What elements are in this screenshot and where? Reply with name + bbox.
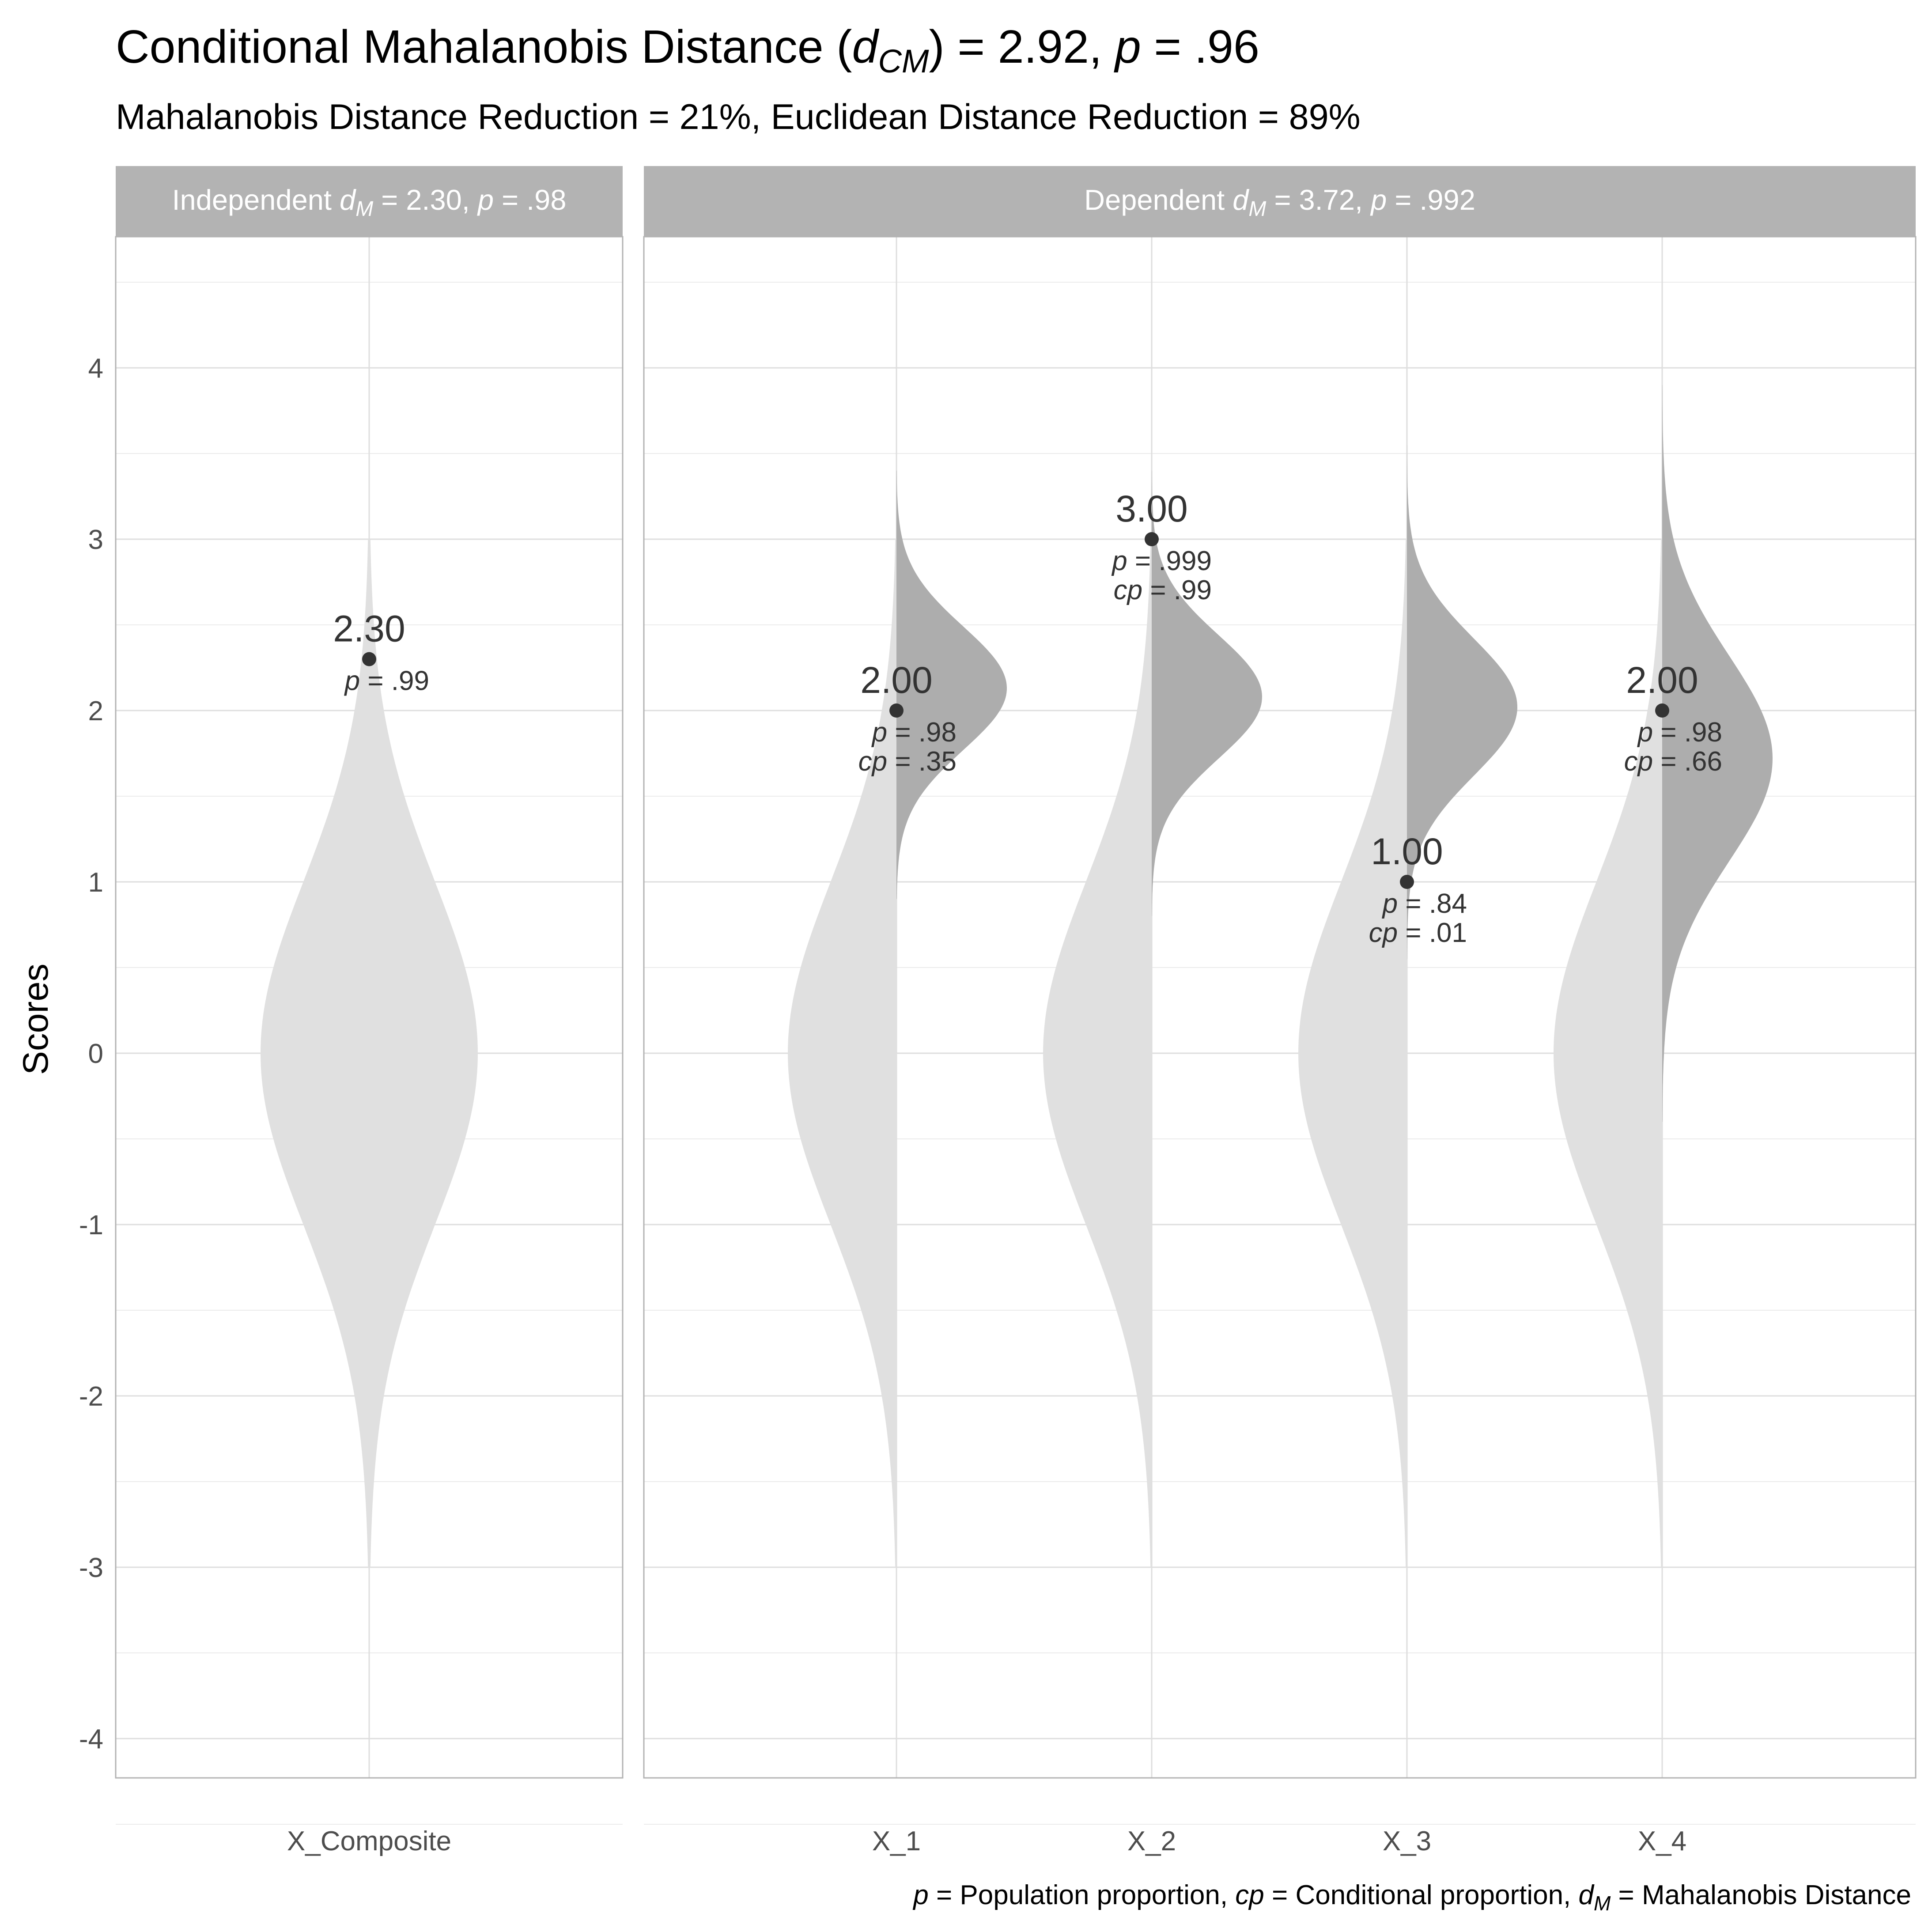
cp-label: cp = .35 [858,746,957,777]
p-label: p = .98 [871,717,957,748]
x-tick-label: X_2 [1127,1826,1176,1856]
x-tick-label: X_3 [1383,1826,1431,1856]
chart-subtitle: Mahalanobis Distance Reduction = 21%, Eu… [116,97,1361,137]
panel-dependent: Dependent dM = 3.72, p = .992 2.00 p = .9… [643,166,1917,1856]
score-point-x_composite [362,652,376,666]
y-axis-title: Scores [16,964,56,1075]
conditional-violin-x_2 [1152,470,1262,916]
panel-independent-points: 2.30 p = .99 [333,608,429,696]
panel-dependent-border [643,236,1917,1779]
chart-caption: p = Population proportion, cp = Conditio… [912,1880,1911,1915]
conditional-violin-x_1 [896,470,1007,899]
panel-dependent-strip-label: Dependent dM = 3.72, p = .992 [1084,184,1475,221]
p-label: p = .999 [1111,546,1212,576]
score-point-x_1 [889,703,904,718]
p-label: p = .99 [344,666,429,696]
marginal-violin-x_composite [261,539,478,1567]
conditional-violin-x_4 [1662,385,1773,1122]
cp-label: cp = .01 [1369,918,1467,948]
panel-dependent-violins [788,385,1773,1567]
panel-independent-violins [261,539,478,1567]
y-tick-label: -4 [79,1724,103,1754]
y-tick-label: 0 [88,1039,103,1069]
y-axis-ticks: -4 -3 -2 -1 0 1 2 3 4 [79,353,103,1754]
y-tick-label: 2 [88,696,103,726]
x-tick-label: X_1 [872,1826,921,1856]
x-tick-label: X_4 [1638,1826,1686,1856]
panel-independent-border [115,236,624,1779]
marginal-violin-x_3 [1298,539,1407,1567]
conditional-violin-x_3 [1407,445,1517,959]
y-tick-label: -3 [79,1553,103,1583]
p-label: p = .84 [1382,888,1467,919]
marginal-violin-x_4 [1554,539,1662,1567]
score-value-label: 2.00 [1626,659,1698,701]
score-value-label: 2.30 [333,608,405,650]
x-tick-label: X_Composite [287,1826,451,1856]
y-tick-label: 4 [88,353,103,384]
score-value-label: 1.00 [1371,831,1443,872]
panel-independent-strip [116,166,623,237]
marginal-violin-x_1 [788,539,896,1567]
cp-label: cp = .66 [1624,746,1722,777]
p-label: p = .98 [1637,717,1722,748]
y-tick-label: 1 [88,867,103,898]
cp-label: cp = .99 [1114,575,1212,605]
chart-title: Conditional Mahalanobis Distance (dCM) =… [116,21,1259,79]
panel-independent-x-ticks: X_Composite [287,1826,451,1856]
score-value-label: 3.00 [1115,488,1188,529]
panel-independent: Independent dM = 2.30, p = .98 2.30 p = .… [115,166,624,1856]
y-tick-label: -2 [79,1381,103,1412]
score-point-x_4 [1655,703,1669,718]
y-tick-label: -1 [79,1210,103,1240]
y-tick-label: 3 [88,525,103,555]
panel-independent-strip-label: Independent dM = 2.30, p = .98 [172,184,567,221]
panel-dependent-strip [644,166,1916,237]
marginal-violin-x_2 [1043,539,1152,1567]
panel-dependent-x-ticks: X_1 X_2 X_3 X_4 [872,1826,1686,1856]
score-point-x_2 [1145,532,1159,546]
score-point-x_3 [1400,875,1414,889]
score-value-label: 2.00 [860,659,933,701]
